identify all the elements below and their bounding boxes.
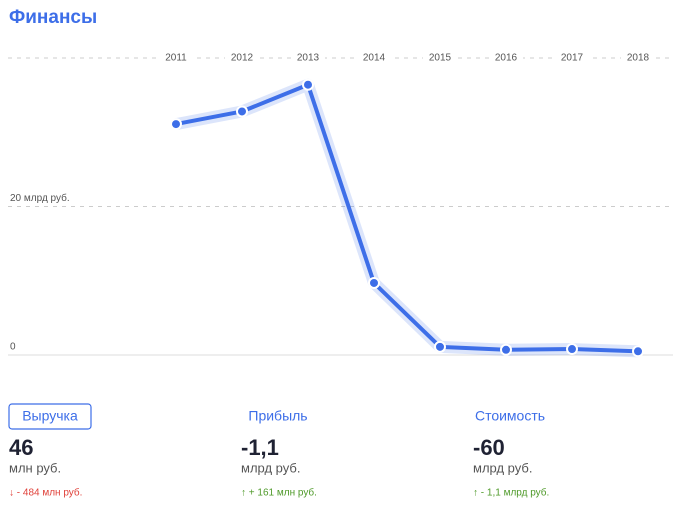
line <box>175 82 639 354</box>
point <box>632 345 644 358</box>
widget-title: Финансы <box>9 7 97 28</box>
x-label-bg <box>621 51 655 65</box>
x-tick-label: 2014 <box>363 53 386 64</box>
metric-value: -1,1 <box>241 435 279 460</box>
x-tick-label: 2012 <box>231 53 254 64</box>
x-tick-label: 2017 <box>561 53 584 64</box>
x-label-bg <box>357 51 391 65</box>
x-tick-label: 2016 <box>495 53 518 64</box>
metric-change: ↑ + 161 млн руб. <box>241 487 317 499</box>
tab-label[interactable]: Прибыль <box>248 408 307 424</box>
point <box>170 118 182 131</box>
x-label-bg <box>489 51 523 65</box>
x-tick-label: 2011 <box>165 53 187 64</box>
metric-unit: млрд руб. <box>473 460 532 475</box>
x-tick-label: 2018 <box>627 53 650 64</box>
line-glow <box>174 78 639 358</box>
metric-value: -60 <box>473 435 505 460</box>
x-tick-label: 2013 <box>297 53 320 64</box>
point <box>236 105 248 118</box>
x-label-bg <box>159 51 193 65</box>
point <box>566 343 578 356</box>
tab-label[interactable]: Выручка <box>22 408 78 424</box>
metric-unit: млн руб. <box>9 460 61 475</box>
x-label-bg <box>423 51 457 65</box>
tab-active-box[interactable] <box>8 403 92 430</box>
point <box>434 340 446 353</box>
x-label-bg <box>555 51 589 65</box>
point <box>500 343 512 356</box>
metric-unit: млрд руб. <box>241 460 300 475</box>
point <box>302 78 314 91</box>
x-tick-label: 2015 <box>429 53 452 64</box>
y-tick-label: 0 <box>10 342 16 353</box>
x-label-bg <box>291 51 325 65</box>
point <box>368 276 380 289</box>
metric-change: ↑ - 1,1 млрд руб. <box>473 487 549 499</box>
metric-value: 46 <box>9 435 33 460</box>
tab-label[interactable]: Стоимость <box>475 408 545 424</box>
metric-change: ↓ - 484 млн руб. <box>9 487 82 499</box>
x-label-bg <box>225 51 259 65</box>
y-tick-label: 20 млрд руб. <box>10 192 70 204</box>
